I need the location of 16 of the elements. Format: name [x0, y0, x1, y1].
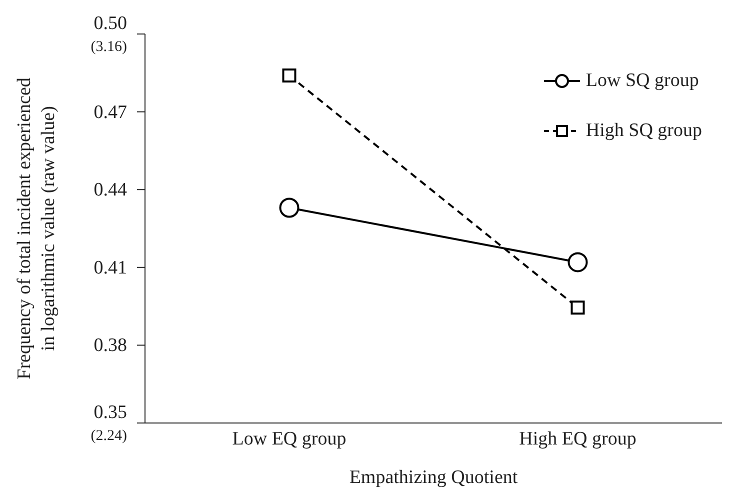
y-tick-label: 0.35 (2.24): [90, 402, 127, 444]
x-axis-title: Empathizing Quotient: [349, 467, 518, 488]
y-tick-label: 0.41: [94, 257, 127, 278]
point: [570, 300, 585, 315]
y-tick-label: 0.50 (3.16): [90, 13, 127, 55]
x-tick-label: Low EQ group: [232, 428, 346, 450]
y-tick-label: 0.44: [94, 180, 128, 201]
y-tick-label: 0.47: [94, 102, 127, 123]
y-tick-label: 0.38: [94, 335, 127, 356]
point: [279, 198, 300, 218]
point: [282, 68, 296, 82]
x-tick-label: High EQ group: [519, 428, 636, 450]
legend-label: High SQ group: [586, 120, 702, 142]
legend-label: Low SQ group: [586, 70, 699, 92]
point: [568, 252, 588, 272]
y-axis-title: Frequency of total incident experienced in logarithmic value (raw value): [14, 77, 59, 380]
